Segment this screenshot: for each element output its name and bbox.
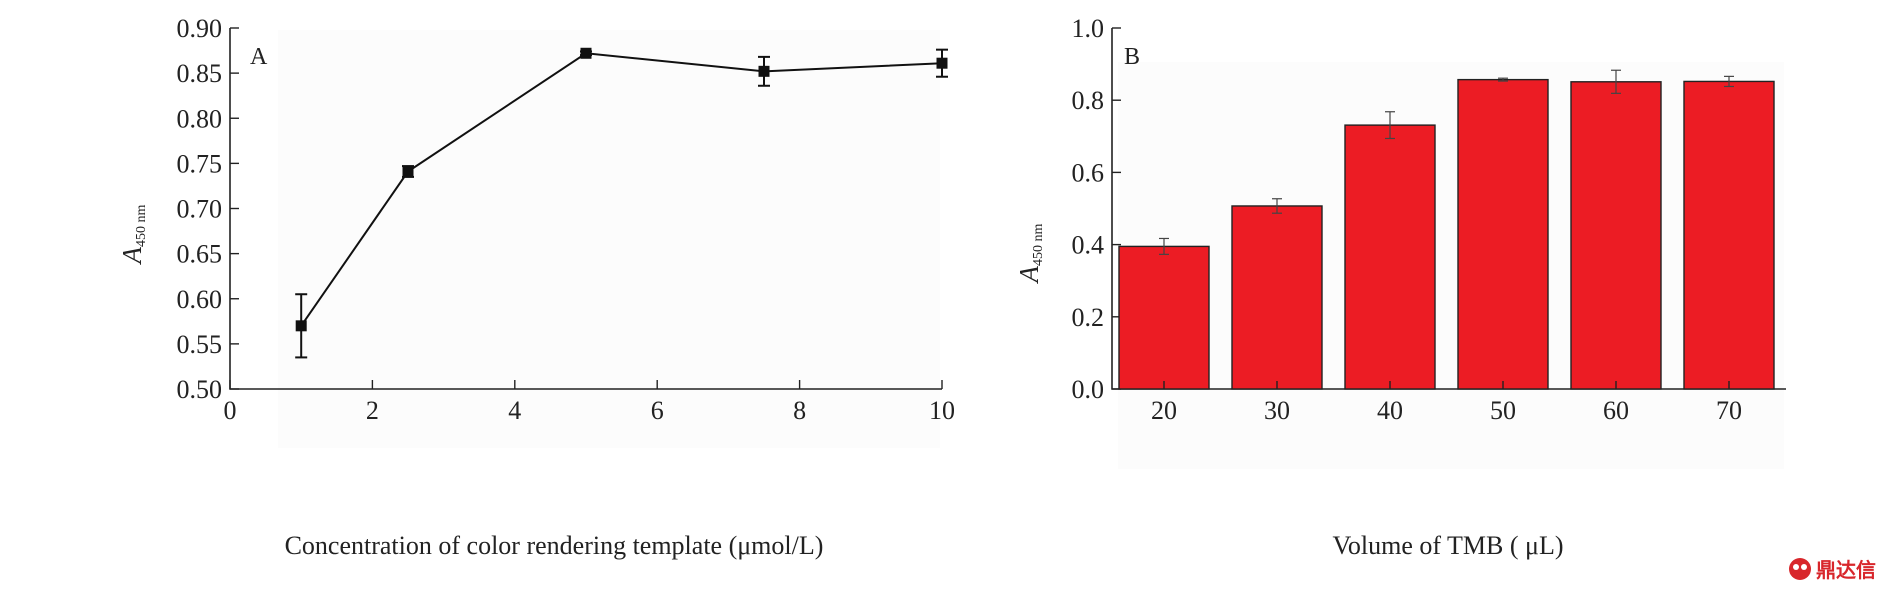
chart-panel-a: A Concentration of color rendering templ… xyxy=(117,14,955,560)
x-tick-label: 8 xyxy=(793,396,806,425)
x-tick-label: 10 xyxy=(929,396,955,425)
bar xyxy=(1683,80,1775,390)
y-tick-label: 0.2 xyxy=(1072,303,1105,332)
x-tick-label: 30 xyxy=(1264,396,1290,425)
y-tick-label: 0.60 xyxy=(177,285,223,314)
y-tick-label: 0.80 xyxy=(177,104,223,133)
x-tick-label: 2 xyxy=(366,396,379,425)
y-axis-label-a: A450 nm xyxy=(117,204,149,265)
chart-panel-b: B Volume of TMB ( μL) A450 nm 0.00.20.40… xyxy=(1014,14,1786,560)
data-point xyxy=(295,320,307,332)
bar xyxy=(1344,124,1436,390)
y-tick-label: 0.85 xyxy=(177,59,223,88)
x-tick-label: 6 xyxy=(651,396,664,425)
watermark-icon xyxy=(1789,558,1811,580)
data-point xyxy=(758,65,770,77)
y-tick-label: 0.90 xyxy=(177,14,223,43)
y-tick-label: 0.4 xyxy=(1072,231,1105,260)
y-tick-label: 0.70 xyxy=(177,195,223,224)
x-axis-label-a: Concentration of color rendering templat… xyxy=(285,531,824,560)
y-tick-label: 0.75 xyxy=(177,149,223,178)
x-tick-label: 40 xyxy=(1377,396,1403,425)
bar xyxy=(1118,245,1210,390)
bars-b xyxy=(1118,69,1775,390)
panel-label-b: B xyxy=(1124,44,1140,70)
x-tick-label: 70 xyxy=(1716,396,1742,425)
y-tick-label: 0.65 xyxy=(177,240,223,269)
x-tick-label: 50 xyxy=(1490,396,1516,425)
x-axis-label-b: Volume of TMB ( μL) xyxy=(1332,531,1563,560)
watermark-icon-eye-left xyxy=(1793,564,1799,570)
x-tick-label: 4 xyxy=(508,396,521,425)
bar xyxy=(1570,81,1662,390)
x-tick-label: 60 xyxy=(1603,396,1629,425)
y-tick-label: 0.8 xyxy=(1072,86,1105,115)
data-point xyxy=(580,47,592,59)
panel-label-a: A xyxy=(250,44,268,70)
y-ticks-a: 0.50 0.55 0.60 0.65 0.70 0.75 0.80 0.85 0.90 xyxy=(177,14,239,404)
y-tick-label: 0.0 xyxy=(1072,375,1105,404)
y-ticks-b: 0.0 0.2 0.4 0.6 0.8 1.0 xyxy=(1072,14,1121,404)
watermark-logo: 鼎达信 xyxy=(1789,558,1876,582)
plot-background-a xyxy=(278,30,940,448)
series-a xyxy=(295,47,948,359)
data-point xyxy=(402,165,414,177)
y-axis-label-b: A450 nm xyxy=(1014,223,1046,284)
y-tick-label: 1.0 xyxy=(1072,14,1105,43)
x-ticks-b: 20 30 40 50 60 70 xyxy=(1151,381,1742,425)
watermark-text: 鼎达信 xyxy=(1816,558,1876,582)
x-tick-label: 0 xyxy=(224,396,237,425)
watermark-icon-eye-right xyxy=(1801,564,1807,570)
data-point xyxy=(936,57,948,69)
bar xyxy=(1231,205,1323,390)
y-tick-label: 0.6 xyxy=(1072,158,1105,187)
y-tick-label: 0.55 xyxy=(177,330,223,359)
bar xyxy=(1457,78,1549,390)
x-tick-label: 20 xyxy=(1151,396,1177,425)
x-ticks-a: 0 2 4 6 8 10 xyxy=(224,380,955,425)
y-tick-label: 0.50 xyxy=(177,375,223,404)
plot-background-b xyxy=(1118,62,1784,469)
